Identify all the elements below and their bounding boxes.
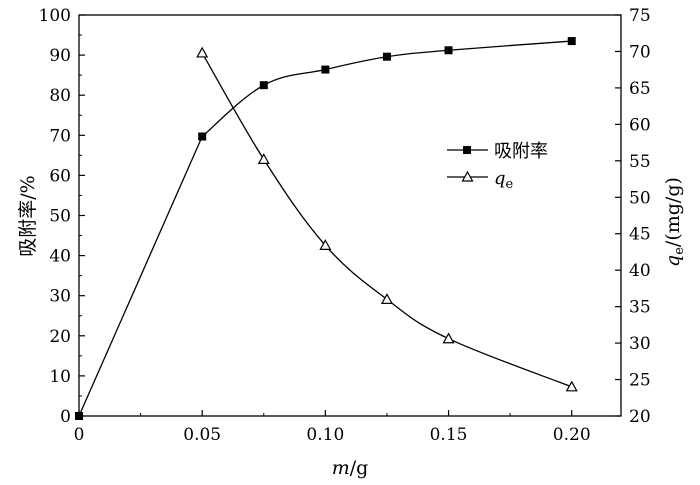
- y-left-tick-label: 30: [49, 287, 71, 307]
- data-point-adsorption-rate: [382, 52, 391, 61]
- y-right-tick-label: 40: [629, 261, 651, 281]
- y-left-tick-label: 10: [49, 367, 71, 387]
- y-right-tick-label: 30: [629, 334, 651, 354]
- y-right-tick-label: 65: [629, 79, 651, 99]
- y-left-tick-label: 50: [49, 207, 71, 227]
- y-right-tick-label: 75: [629, 6, 651, 26]
- y-right-tick-label: 50: [629, 188, 651, 208]
- y-left-tick-label: 70: [49, 126, 71, 146]
- x-tick-label: 0.15: [430, 425, 468, 445]
- y-right-tick-label: 55: [629, 152, 651, 172]
- y-left-axis: 0 10 20 30 40 50 60 70 80 90 100: [39, 6, 85, 427]
- y-left-tick-label: 40: [49, 247, 71, 267]
- y-left-tick-label: 0: [60, 407, 71, 427]
- y-left-tick-label: 20: [49, 327, 71, 347]
- data-point-qe: [565, 380, 578, 392]
- data-point-qe: [257, 153, 270, 164]
- data-point-adsorption-rate: [259, 81, 268, 90]
- series-line-0: [78, 40, 572, 417]
- x-axis-title: m/g: [332, 457, 369, 479]
- y-right-axis-title: qe/(mg/g): [662, 177, 687, 267]
- x-tick-label: 0.10: [306, 425, 344, 445]
- series-line-1: [201, 52, 572, 388]
- x-axis: 0 0.05 0.10 0.15 0.20: [74, 410, 591, 445]
- y-left-tick-label: 80: [49, 86, 71, 106]
- series-layer: [75, 37, 578, 420]
- y-right-tick-label: 25: [629, 371, 651, 391]
- y-left-tick-label: 60: [49, 166, 71, 186]
- legend-label-qe: qe: [494, 168, 514, 192]
- legend-marker-adsorption-rate: [463, 146, 471, 154]
- y-left-tick-label: 100: [39, 6, 71, 26]
- y-left-tick-label: 90: [49, 46, 71, 66]
- y-right-tick-label: 45: [629, 225, 651, 245]
- data-point-qe: [196, 46, 209, 58]
- x-tick-label: 0.20: [553, 425, 591, 445]
- legend: 吸附率 qe: [447, 141, 548, 192]
- y-right-tick-label: 20: [629, 407, 651, 427]
- data-point-adsorption-rate: [444, 46, 453, 55]
- y-right-tick-label: 35: [629, 298, 651, 318]
- x-tick-label: 0: [74, 425, 85, 445]
- plot-frame: [78, 14, 622, 417]
- y-right-axis: 20 25 30 35 40 45 50 55 60 65 70 75: [615, 6, 651, 427]
- data-point-adsorption-rate: [567, 37, 576, 46]
- data-point-qe: [319, 239, 332, 250]
- legend-label-adsorption-rate: 吸附率: [494, 141, 548, 162]
- data-point-qe: [442, 332, 455, 344]
- data-point-qe: [380, 293, 393, 304]
- y-right-tick-label: 60: [629, 115, 651, 135]
- data-point-adsorption-rate: [75, 412, 83, 420]
- y-left-axis-title: 吸附率/%: [17, 175, 39, 256]
- data-point-adsorption-rate: [321, 65, 330, 74]
- x-tick-label: 0.05: [183, 425, 221, 445]
- legend-marker-qe: [461, 170, 474, 182]
- data-point-adsorption-rate: [198, 132, 207, 141]
- y-right-tick-label: 70: [629, 42, 651, 62]
